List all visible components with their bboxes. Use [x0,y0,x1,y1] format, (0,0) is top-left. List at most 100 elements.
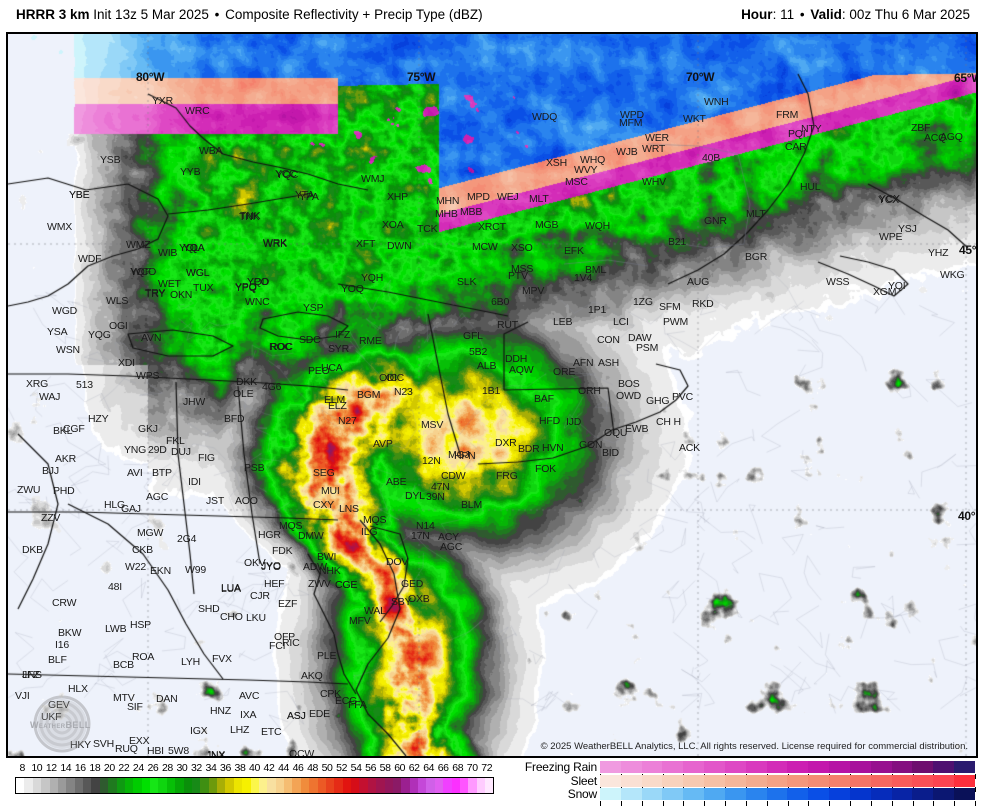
precip-type-colorbar [600,788,975,800]
dbz-color-cell [166,778,176,793]
dbz-tick: 8 [19,762,26,774]
precip-tick [829,800,831,806]
precip-tick [620,800,622,806]
dbz-tick: 62 [408,762,420,774]
product-name: Composite Reflectivity + Precip Type (dB… [225,7,483,22]
precip-color-cell [933,761,955,773]
dbz-color-cell [74,778,83,793]
graticule-label: 40°N [958,509,976,523]
dbz-color-cell [32,778,42,793]
precip-color-cell [787,761,809,773]
dbz-color-cell [309,778,318,793]
dbz-color-cell [367,778,377,793]
precip-color-cell [808,788,830,800]
dbz-color-cell [133,778,142,793]
dbz-tick: 20 [103,762,115,774]
radar-reflectivity-canvas[interactable] [8,34,976,756]
header-right-text: Hour: 11 • Valid: 00z Thu 6 Mar 2025 [741,7,970,22]
graticule-label: 75°W [407,70,436,84]
dbz-color-cell [242,778,251,793]
dbz-tick: 38 [234,762,246,774]
precip-color-cell [745,761,767,773]
dbz-color-cell [334,778,343,793]
precip-type-legend: Freezing Rain Sleet Snow [505,760,976,806]
dbz-tick: 54 [350,762,362,774]
dbz-tick: 70 [466,762,478,774]
precip-color-cell [829,774,850,787]
precip-type-name: Freezing Rain [524,760,597,774]
dbz-tick: 32 [190,762,202,774]
precip-color-cell [766,788,788,800]
precip-tick [600,800,601,806]
precip-color-cell [620,788,642,800]
precip-color-cell [745,774,767,787]
header-bullet-2: • [799,7,805,22]
weatherbell-watermark: WeatherBELL [16,694,136,756]
dbz-color-cell [158,778,167,793]
precip-color-cell [829,788,850,800]
dbz-tick: 14 [60,762,72,774]
dbz-tick: 34 [205,762,217,774]
hour-label: Hour [741,7,773,22]
dbz-color-cell [258,778,268,793]
dbz-color-cell [409,778,418,793]
dbz-tick: 40 [249,762,260,774]
dbz-color-cell [124,778,134,793]
dbz-tick: 44 [278,762,289,774]
precip-type-row: Sleet [505,774,975,788]
precip-color-cell [808,774,830,787]
precip-color-cell [870,788,892,800]
precip-color-cell [724,761,746,773]
precip-color-cell [683,774,705,787]
dbz-color-cell [434,778,444,793]
precip-tick [704,800,706,806]
graticule-label: 70°W [686,70,715,84]
precip-color-cell [954,774,975,787]
dbz-tick: 42 [263,762,275,774]
dbz-color-cell [351,778,360,793]
precip-tick [870,800,872,806]
precip-color-cell [704,761,725,773]
precip-color-cell [745,788,767,800]
precip-tick [787,800,789,806]
dbz-color-cell [83,778,92,793]
precip-tick [662,800,664,806]
precip-color-cell [724,774,746,787]
dbz-color-cell [66,778,75,793]
graticule-label: 80°W [136,70,165,84]
precip-color-cell [766,774,788,787]
hour-value: 11 [780,7,795,22]
precip-type-colorbar [600,761,975,773]
dbz-tick: 28 [161,762,173,774]
precip-color-cell [912,761,934,773]
precip-type-name: Snow [567,787,597,801]
precip-tick [912,800,914,806]
graticule-label: 45°N [959,243,977,257]
dbz-tick: 60 [394,762,406,774]
valid-label: Valid [810,7,842,22]
dbz-color-cell [443,778,452,793]
dbz-tick: 58 [379,762,391,774]
watermark-text: WeatherBELL [30,720,91,730]
precip-color-cell [683,788,705,800]
radar-map-panel[interactable]: YXR WRC YSB WBA YYB YQC YTA TNK WRK YBE WMX WMZ WIB Y… [6,32,978,758]
precip-color-cell [891,788,913,800]
dbz-color-cell [485,778,494,793]
dbz-color-cell [183,778,192,793]
precip-color-cell [912,774,934,787]
dbz-color-cell [325,778,335,793]
dbz-colorbar [15,777,494,794]
precip-color-cell [849,774,871,787]
dbz-color-cell [175,778,184,793]
init-time: Init 13z 5 Mar 2025 [93,7,209,22]
precip-color-cell [787,788,809,800]
precip-color-cell [600,761,621,773]
dbz-tick: 64 [423,762,435,774]
dbz-color-cell [275,778,284,793]
precip-color-cell [829,761,850,773]
dbz-color-cell [317,778,326,793]
precip-color-cell [704,774,725,787]
dbz-color-cell [116,778,125,793]
dbz-color-cell [99,778,109,793]
dbz-color-cell [300,778,310,793]
